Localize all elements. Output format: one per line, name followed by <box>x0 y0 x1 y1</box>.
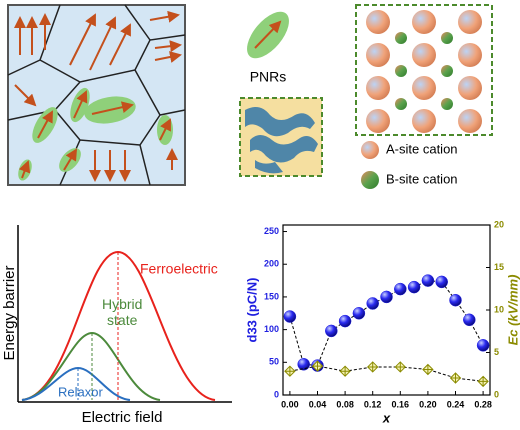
x-tick-label: 0.12 <box>364 399 382 409</box>
data-point <box>380 290 393 304</box>
y-tick-label: 50 <box>269 357 279 367</box>
y-tick-label: 0 <box>274 389 279 399</box>
energy-diagram <box>17 225 232 403</box>
energy-y-label: Energy barrier <box>1 265 18 360</box>
energy-x-label: Electric field <box>82 409 163 426</box>
data-point <box>325 324 338 338</box>
data-point <box>311 360 324 372</box>
x-tick-label: 0.08 <box>336 399 354 409</box>
a-site-cation <box>412 76 436 100</box>
a-site-cation <box>366 76 390 100</box>
a-site-cation <box>458 76 482 100</box>
y2-tick-label: 0 <box>494 389 499 399</box>
data-point <box>476 339 490 352</box>
data-point <box>366 361 379 373</box>
data-point <box>283 310 297 323</box>
data-point <box>463 313 476 327</box>
data-point <box>394 361 407 373</box>
data-point <box>449 293 462 307</box>
x-tick-label: 0.04 <box>309 399 327 409</box>
x-axis-label: x <box>382 410 391 425</box>
a-site-cation <box>458 43 482 67</box>
data-point <box>297 358 310 371</box>
domain-pattern <box>239 97 323 177</box>
a-site-cation <box>458 109 482 133</box>
data-point <box>449 372 462 384</box>
y-axis-label: d33 (pC/N) <box>244 278 259 343</box>
y2-tick-label: 10 <box>494 304 504 314</box>
y-tick-label: 200 <box>264 259 279 269</box>
a-site-cation <box>458 10 482 34</box>
data-point <box>284 365 296 377</box>
data-point <box>422 363 434 376</box>
y2-axis-label: Ec (kV/mm) <box>505 275 520 346</box>
x-tick-label: 0.28 <box>474 399 492 409</box>
b-site-cation <box>395 32 407 44</box>
relaxor-label: Relaxor <box>58 384 103 399</box>
legend-label: A-site cation <box>386 141 458 156</box>
data-point <box>352 307 366 320</box>
a-site-cation <box>366 43 390 67</box>
y-tick-label: 100 <box>264 324 279 334</box>
y-tick-label: 150 <box>264 291 279 301</box>
b-site-cation <box>441 98 453 110</box>
data-point <box>366 297 379 310</box>
legend-b-site <box>361 171 379 189</box>
pnr-arrow <box>254 20 282 49</box>
hybrid-label: Hybrid state <box>102 296 143 328</box>
b-site-cation <box>441 32 453 44</box>
a-site-cation <box>366 10 390 34</box>
data-point <box>477 375 489 388</box>
y2-tick-label: 5 <box>494 347 499 357</box>
x-tick-label: 0.16 <box>392 399 410 409</box>
b-site-cation <box>395 65 407 77</box>
a-site-cation <box>412 10 436 34</box>
ferroelectric-label: Ferroelectric <box>140 261 218 277</box>
a-site-cation <box>412 43 436 67</box>
y2-tick-label: 20 <box>494 219 504 229</box>
data-point <box>394 282 407 296</box>
x-tick-label: 0.20 <box>419 399 437 409</box>
data-point <box>339 365 351 377</box>
legend-a-site <box>361 141 379 159</box>
data-point <box>421 274 435 287</box>
data-point <box>435 275 448 289</box>
x-tick-label: 0.24 <box>447 399 465 409</box>
data-point <box>407 280 421 294</box>
y2-tick-label: 15 <box>494 262 504 272</box>
pnr-label: PNRs <box>250 69 287 85</box>
grain-diagram <box>7 4 186 186</box>
b-site-cation <box>441 65 453 77</box>
data-point <box>338 314 352 328</box>
cation-lattice <box>355 4 493 136</box>
x-tick-label: 0.00 <box>281 399 299 409</box>
y-tick-label: 250 <box>264 226 279 236</box>
b-site-cation <box>395 98 407 110</box>
legend-label: B-site cation <box>386 171 458 186</box>
a-site-cation <box>412 109 436 133</box>
a-site-cation <box>366 109 390 133</box>
